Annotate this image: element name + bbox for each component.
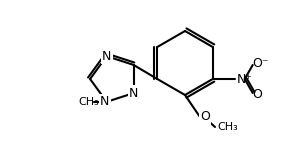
Text: N: N [129, 87, 138, 100]
Text: CH₃: CH₃ [217, 122, 238, 132]
Text: CH₃: CH₃ [78, 97, 99, 107]
Text: O: O [253, 89, 263, 102]
Text: N: N [100, 95, 110, 108]
Text: N⁺: N⁺ [237, 73, 253, 86]
Text: O: O [200, 111, 210, 123]
Text: N: N [102, 50, 111, 63]
Text: O⁻: O⁻ [253, 57, 269, 70]
